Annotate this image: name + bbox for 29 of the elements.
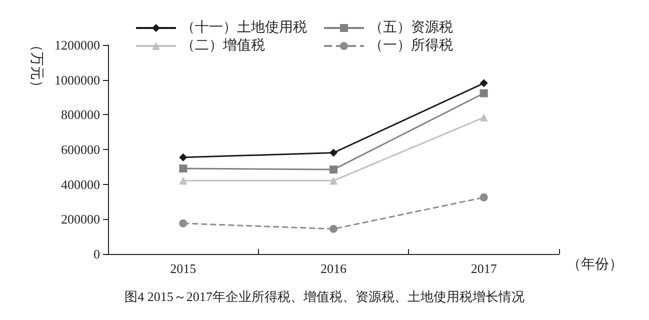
point bbox=[480, 79, 488, 88]
legend-label: （十一）土地使用税 bbox=[181, 20, 307, 36]
x-axis-title: （年份） bbox=[567, 256, 623, 272]
point bbox=[480, 193, 488, 202]
y-tick-label: 0 bbox=[94, 246, 100, 262]
y-tick-label: 400000 bbox=[61, 176, 100, 192]
legend-label: （二）增值税 bbox=[181, 38, 265, 54]
point bbox=[330, 148, 338, 157]
y-tick-label: 800000 bbox=[61, 107, 100, 122]
y-tick-label: 1000000 bbox=[54, 72, 100, 88]
point bbox=[179, 153, 188, 162]
point bbox=[179, 164, 188, 172]
point bbox=[480, 89, 488, 98]
point bbox=[330, 166, 338, 174]
text: 图4 2015～2017年企业所得税、增值税、资源税、土地使用税增长情况 bbox=[124, 289, 524, 304]
point bbox=[330, 224, 338, 233]
legend-label: （五）资源税 bbox=[369, 20, 453, 36]
y-tick-label: 200000 bbox=[61, 212, 100, 227]
point bbox=[480, 113, 488, 122]
point bbox=[330, 176, 338, 185]
x-tick-label: 2015 bbox=[170, 261, 196, 276]
y-axis-title: （万元） bbox=[28, 38, 44, 94]
y-tick-label: 600000 bbox=[61, 142, 100, 157]
legend-label: （一）所得税 bbox=[369, 38, 453, 54]
y-tick-label: 1200000 bbox=[54, 38, 100, 52]
x-tick-label: 2016 bbox=[320, 261, 347, 276]
point bbox=[179, 176, 188, 185]
point bbox=[179, 219, 188, 228]
x-tick-label: 2017 bbox=[470, 261, 498, 276]
